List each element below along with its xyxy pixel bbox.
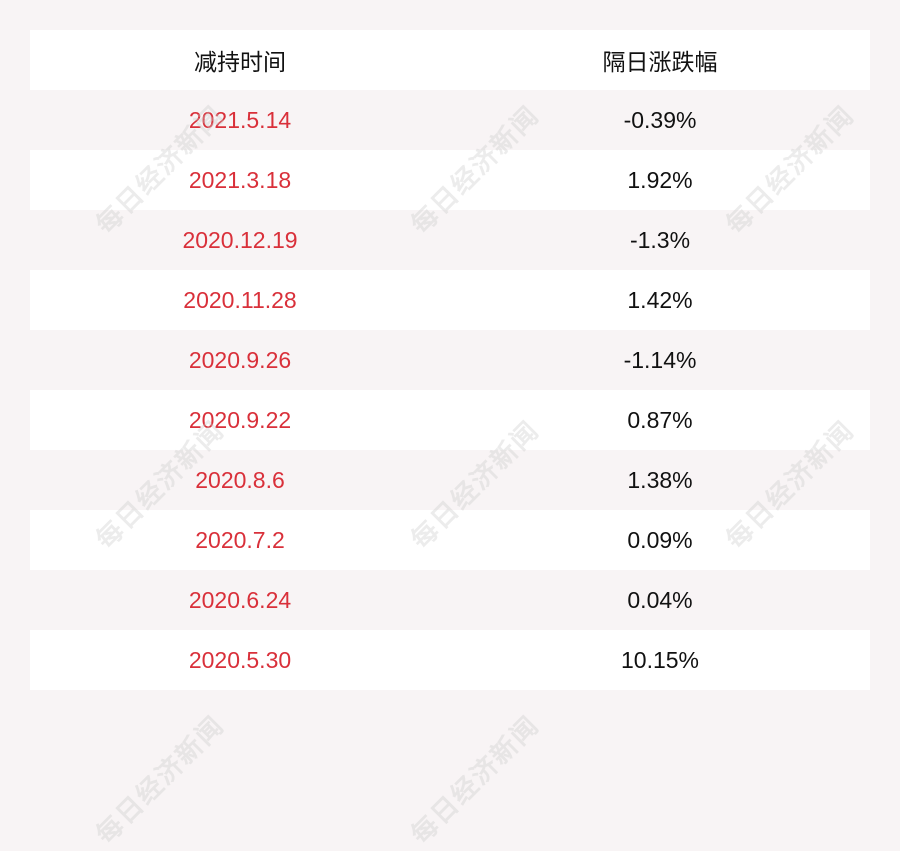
table-header: 减持时间 隔日涨跌幅 bbox=[30, 30, 870, 90]
change-cell: 1.42% bbox=[627, 286, 693, 313]
date-cell: 2020.12.19 bbox=[182, 226, 298, 253]
change-cell: 0.09% bbox=[627, 526, 693, 553]
change-cell: 0.04% bbox=[627, 586, 693, 613]
header-date: 减持时间 bbox=[194, 49, 286, 75]
change-cell: -0.39% bbox=[623, 106, 697, 133]
table-row: 2020.12.19 -1.3% bbox=[30, 210, 870, 270]
table-row: 2020.9.26 -1.14% bbox=[30, 330, 870, 390]
date-cell: 2020.11.28 bbox=[183, 286, 297, 313]
table-row: 2020.7.2 0.09% bbox=[30, 510, 870, 570]
date-cell: 2020.6.24 bbox=[188, 586, 292, 613]
date-cell: 2020.9.26 bbox=[188, 346, 292, 373]
change-cell: 0.87% bbox=[627, 406, 693, 433]
change-cell: -1.3% bbox=[629, 226, 691, 253]
table-row: 2020.11.28 1.42% bbox=[30, 270, 870, 330]
date-cell: 2020.7.2 bbox=[195, 526, 285, 553]
table-row: 2020.5.30 10.15% bbox=[30, 630, 870, 690]
table-row: 2021.5.14 -0.39% bbox=[30, 90, 870, 150]
table-row: 2020.9.22 0.87% bbox=[30, 390, 870, 450]
change-cell: 1.38% bbox=[627, 466, 693, 493]
header-change: 隔日涨跌幅 bbox=[602, 49, 718, 75]
change-cell: 10.15% bbox=[620, 646, 699, 673]
change-cell: -1.14% bbox=[623, 346, 697, 373]
date-cell: 2020.5.30 bbox=[188, 646, 292, 673]
date-cell: 2020.8.6 bbox=[195, 466, 285, 493]
date-cell: 2021.3.18 bbox=[188, 166, 292, 193]
data-table: 减持时间 隔日涨跌幅 2021.5.14 -0.39% 2021.3.18 1.92%… bbox=[30, 30, 870, 690]
watermark: 每日经济新闻 bbox=[90, 710, 231, 851]
date-cell: 2021.5.14 bbox=[188, 106, 292, 133]
watermark: 每日经济新闻 bbox=[405, 710, 546, 851]
table-row: 2020.6.24 0.04% bbox=[30, 570, 870, 630]
change-cell: 1.92% bbox=[627, 166, 693, 193]
table-row: 2021.3.18 1.92% bbox=[30, 150, 870, 210]
date-cell: 2020.9.22 bbox=[188, 406, 292, 433]
table-row: 2020.8.6 1.38% bbox=[30, 450, 870, 510]
